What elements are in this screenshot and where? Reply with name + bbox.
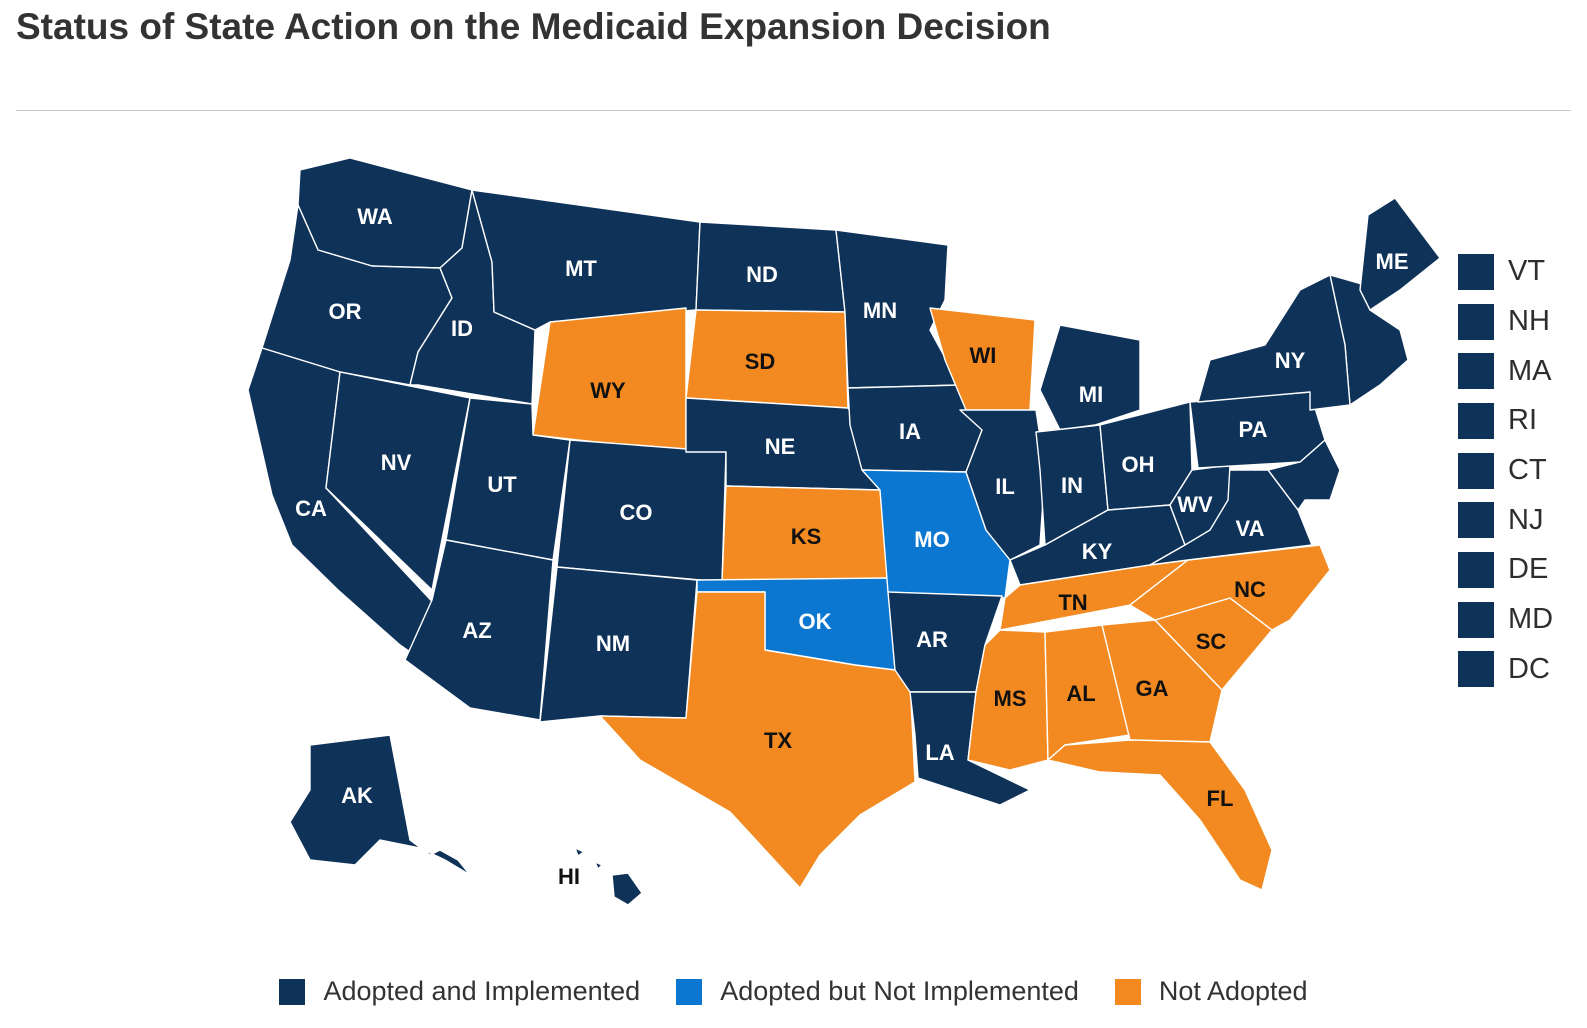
state-shape-fl[interactable] [1047, 739, 1273, 891]
small-state-item-nh[interactable]: NH [1458, 297, 1553, 347]
state-label-va: VA [1236, 516, 1265, 541]
state-label-al: AL [1066, 681, 1095, 706]
state-label-ok: OK [799, 609, 832, 634]
small-state-item-md[interactable]: MD [1458, 595, 1553, 645]
state-label-ut: UT [487, 472, 517, 497]
map-legend: Adopted and Implemented Adopted but Not I… [0, 976, 1587, 1007]
legend-label: Adopted and Implemented [323, 976, 641, 1006]
small-state-swatch [1458, 502, 1494, 539]
legend-item-not-adopted: Not Adopted [1114, 976, 1308, 1007]
state-label-mo: MO [914, 527, 949, 552]
state-label-nm: NM [596, 631, 630, 656]
small-state-label: DE [1508, 553, 1549, 586]
small-state-label: MD [1508, 603, 1554, 636]
small-states-list: VT NH MA RI CT NJ DE MD DC [1458, 247, 1553, 694]
page-title: Status of State Action on the Medicaid E… [16, 6, 1051, 47]
state-label-ks: KS [791, 524, 822, 549]
state-shape-ak[interactable] [289, 734, 471, 876]
state-label-ny: NY [1275, 348, 1306, 373]
legend-label: Not Adopted [1158, 976, 1308, 1006]
state-label-me: ME [1376, 249, 1409, 274]
state-shape-wv[interactable] [1169, 464, 1231, 546]
state-label-co: CO [620, 500, 653, 525]
state-label-ia: IA [899, 419, 921, 444]
state-label-oh: OH [1122, 452, 1155, 477]
legend-swatch [676, 978, 703, 1005]
state-label-or: OR [329, 299, 362, 324]
state-label-tn: TN [1058, 590, 1087, 615]
small-state-item-vt[interactable]: VT [1458, 247, 1553, 297]
small-state-swatch [1458, 551, 1494, 588]
state-shape-hi[interactable] [574, 847, 643, 906]
small-state-swatch [1458, 303, 1494, 340]
state-shape-tx[interactable] [599, 591, 916, 889]
state-label-ga: GA [1136, 676, 1169, 701]
title-divider [16, 110, 1571, 111]
state-label-ms: MS [994, 686, 1027, 711]
small-state-label: NJ [1508, 503, 1544, 536]
small-state-swatch [1458, 452, 1494, 489]
small-state-item-ri[interactable]: RI [1458, 396, 1553, 446]
state-label-mt: MT [565, 256, 597, 281]
state-shape-al[interactable] [1044, 624, 1131, 761]
state-label-fl: FL [1207, 786, 1234, 811]
state-label-id: ID [451, 316, 473, 341]
state-label-nd: ND [746, 262, 778, 287]
small-state-label: RI [1508, 404, 1537, 437]
state-label-in: IN [1061, 473, 1083, 498]
state-shape-mi[interactable] [1039, 324, 1141, 431]
small-state-item-ct[interactable]: CT [1458, 446, 1553, 496]
state-label-nv: NV [381, 450, 412, 475]
state-shape-me[interactable] [1359, 197, 1441, 311]
legend-item-adopted-implemented: Adopted and Implemented [279, 976, 640, 1007]
legend-item-adopted-not-implemented: Adopted but Not Implemented [676, 976, 1079, 1007]
state-label-sd: SD [745, 349, 776, 374]
small-state-item-nj[interactable]: NJ [1458, 495, 1553, 545]
small-state-item-de[interactable]: DE [1458, 545, 1553, 595]
small-state-label: CT [1508, 454, 1547, 487]
small-state-label: NH [1508, 305, 1550, 338]
state-label-ca: CA [295, 496, 327, 521]
small-state-label: MA [1508, 354, 1552, 387]
state-shape-ny[interactable] [1197, 274, 1351, 411]
state-label-pa: PA [1239, 417, 1268, 442]
state-shape-nv[interactable] [325, 371, 471, 591]
legend-swatch [1114, 978, 1141, 1005]
state-label-ak: AK [341, 783, 373, 808]
state-label-mi: MI [1079, 382, 1103, 407]
state-shape-ga[interactable] [1101, 619, 1223, 743]
legend-swatch [279, 978, 306, 1005]
small-state-label: DC [1508, 652, 1550, 685]
state-label-ne: NE [765, 434, 796, 459]
state-label-sc: SC [1196, 629, 1227, 654]
state-label-mn: MN [863, 298, 897, 323]
legend-label: Adopted but Not Implemented [720, 976, 1079, 1006]
state-label-wv: WV [1177, 492, 1213, 517]
state-label-wa: WA [357, 204, 393, 229]
small-state-swatch [1458, 402, 1494, 439]
state-label-ar: AR [916, 627, 948, 652]
small-state-swatch [1458, 651, 1494, 688]
state-label-wi: WI [970, 343, 997, 368]
small-state-swatch [1458, 353, 1494, 390]
small-state-swatch [1458, 253, 1494, 290]
state-label-az: AZ [462, 618, 491, 643]
state-label-tx: TX [764, 728, 792, 753]
state-shape-az[interactable] [404, 539, 554, 721]
small-state-label: VT [1508, 255, 1546, 288]
small-state-swatch [1458, 601, 1494, 638]
small-state-item-ma[interactable]: MA [1458, 346, 1553, 396]
state-label-la: LA [925, 740, 954, 765]
state-label-hi: HI [558, 864, 580, 889]
state-label-nc: NC [1234, 577, 1266, 602]
state-label-il: IL [995, 474, 1015, 499]
small-state-item-dc[interactable]: DC [1458, 645, 1553, 695]
state-label-ky: KY [1082, 539, 1113, 564]
state-label-wy: WY [590, 378, 626, 403]
